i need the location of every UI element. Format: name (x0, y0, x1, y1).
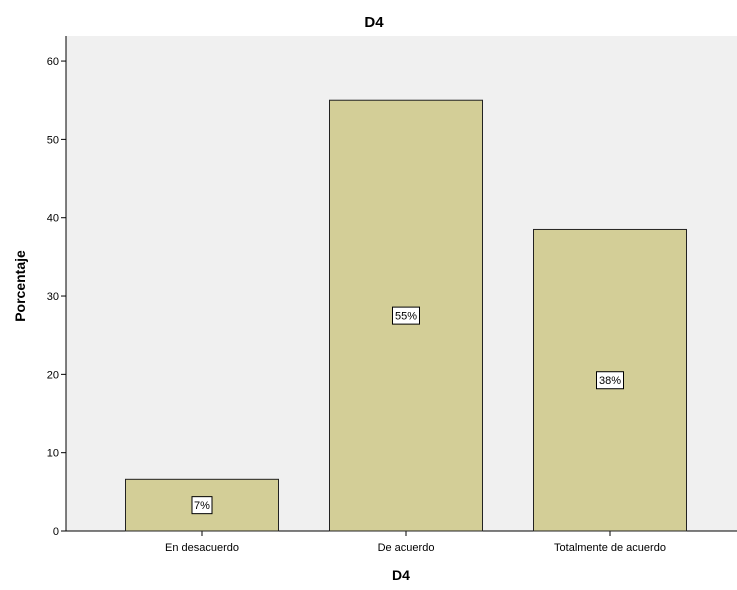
y-axis-title: Porcentaje (12, 250, 28, 322)
x-axis-title: D4 (392, 567, 410, 583)
data-label-box (392, 306, 420, 325)
y-tick-label: 40 (47, 213, 59, 225)
data-label: 7% (194, 500, 210, 512)
data-label-box (596, 371, 624, 390)
y-tick-label: 60 (47, 56, 59, 68)
y-tick-label: 30 (47, 291, 59, 303)
bar (125, 478, 279, 532)
x-tick-label: De acuerdo (378, 542, 435, 554)
y-tick-label: 20 (47, 369, 59, 381)
y-tick-label: 10 (47, 448, 59, 460)
y-tick-label: 0 (53, 526, 59, 538)
data-label: 55% (395, 311, 417, 323)
x-tick-label: En desacuerdo (165, 542, 239, 554)
chart-title: D4 (364, 14, 384, 31)
bars (125, 99, 687, 532)
data-label-box (191, 496, 213, 515)
x-tick-label: Totalmente de acuerdo (554, 542, 666, 554)
y-tick-label: 50 (47, 134, 59, 146)
data-label: 38% (599, 375, 621, 387)
data-labels: 7% 55% 38% (191, 306, 624, 515)
